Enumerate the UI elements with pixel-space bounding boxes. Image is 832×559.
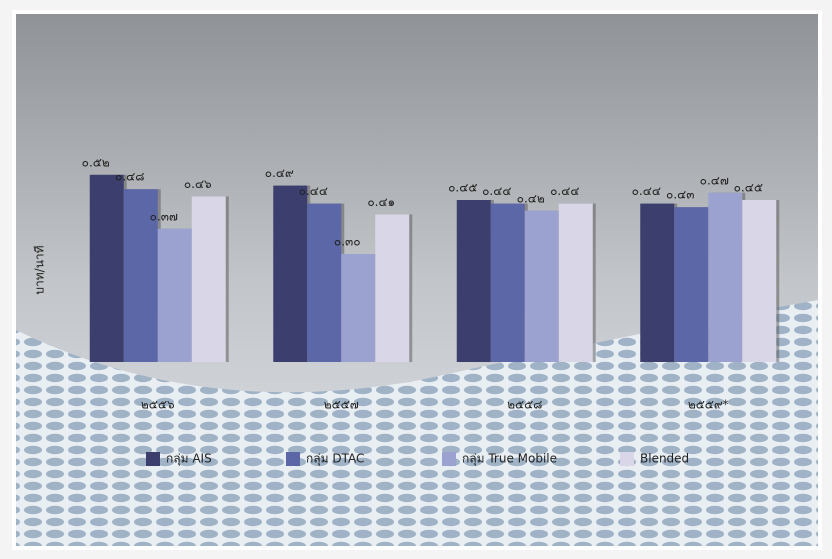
x-tick-label: ๒๕๕๘: [507, 398, 542, 412]
legend-swatch: [286, 452, 300, 466]
legend-label: Blended: [640, 452, 689, 466]
bar: [640, 203, 675, 362]
bar: [558, 203, 593, 362]
bar: [674, 207, 709, 362]
x-tick-label: ๒๕๕๙*: [688, 398, 729, 412]
value-label: ๐.๔๕: [448, 181, 477, 195]
value-label: ๐.๓๐: [334, 235, 361, 249]
legend-label: กลุ่ม True Mobile: [462, 452, 557, 467]
value-label: ๐.๔๔: [482, 184, 511, 198]
legend-label: กลุ่ม DTAC: [306, 452, 364, 467]
x-tick-label: ๒๕๕๖: [141, 398, 175, 412]
bar: [273, 185, 308, 362]
value-label: ๐.๔๖: [184, 177, 212, 191]
bar: [375, 214, 410, 362]
value-label: ๐.๓๗: [150, 209, 178, 223]
value-label: ๐.๔๑: [367, 195, 395, 209]
value-label: ๐.๔๔: [632, 184, 661, 198]
x-tick-label: ๒๕๕๗: [324, 398, 359, 412]
bar: [89, 174, 124, 362]
legend-swatch: [146, 452, 160, 466]
bar: [307, 203, 342, 362]
bar: [123, 189, 158, 362]
bar: [490, 203, 525, 362]
bar: [191, 196, 226, 362]
bar: [456, 200, 491, 362]
value-label: ๐.๔๗: [700, 173, 729, 187]
value-label: ๐.๔๙: [265, 166, 294, 180]
bar: [341, 254, 376, 362]
value-label: ๐.๕๒: [82, 155, 110, 169]
value-label: ๐.๔๕: [734, 181, 763, 195]
legend-label: กลุ่ม AIS: [166, 452, 212, 467]
y-axis-label: บาท/นาที: [33, 245, 47, 294]
value-label: ๐.๔๓: [666, 188, 694, 202]
value-label: ๐.๔๔: [550, 184, 579, 198]
value-label: ๐.๔๔: [299, 184, 328, 198]
legend-swatch: [620, 452, 634, 466]
bar: [742, 200, 777, 362]
value-label: ๐.๔๘: [115, 170, 144, 184]
background-pattern: [16, 300, 818, 546]
bar: [708, 192, 743, 362]
bar: [157, 228, 192, 362]
bar: [524, 210, 559, 362]
value-label: ๐.๔๒: [517, 191, 545, 205]
legend-swatch: [442, 452, 456, 466]
